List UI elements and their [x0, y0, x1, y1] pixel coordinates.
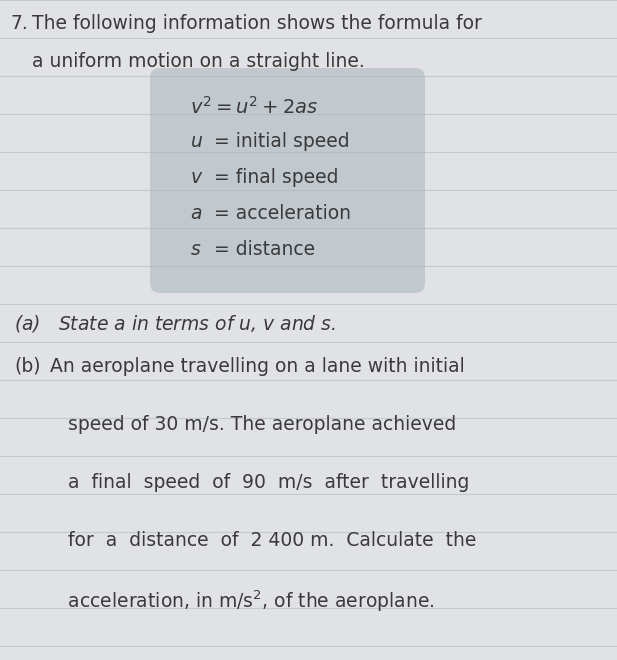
Text: The following information shows the formula for: The following information shows the form… — [32, 14, 482, 33]
Text: 7.: 7. — [10, 14, 28, 33]
Text: acceleration, in m/s$^2$, of the aeroplane.: acceleration, in m/s$^2$, of the aeropla… — [50, 589, 434, 614]
Text: speed of 30 m/s. The aeroplane achieved: speed of 30 m/s. The aeroplane achieved — [50, 415, 456, 434]
Text: a uniform motion on a straight line.: a uniform motion on a straight line. — [32, 52, 365, 71]
Text: $u$: $u$ — [190, 132, 203, 151]
Text: (b): (b) — [14, 357, 41, 376]
Text: = distance: = distance — [208, 240, 315, 259]
FancyBboxPatch shape — [150, 68, 425, 293]
Text: = final speed: = final speed — [208, 168, 339, 187]
Text: = acceleration: = acceleration — [208, 204, 351, 223]
Text: = initial speed: = initial speed — [208, 132, 350, 151]
Text: $a$: $a$ — [190, 204, 202, 223]
Text: (a)   State $a$ in terms of $u$, $v$ and $s$.: (a) State $a$ in terms of $u$, $v$ and $… — [14, 313, 336, 334]
Text: for  a  distance  of  2 400 m.  Calculate  the: for a distance of 2 400 m. Calculate the — [50, 531, 476, 550]
Text: $v$: $v$ — [190, 168, 204, 187]
Text: a  final  speed  of  90  m/s  after  travelling: a final speed of 90 m/s after travelling — [50, 473, 470, 492]
Text: An aeroplane travelling on a lane with initial: An aeroplane travelling on a lane with i… — [32, 357, 465, 376]
Text: $v^2 = u^2 + 2as$: $v^2 = u^2 + 2as$ — [190, 96, 318, 118]
Text: $s$: $s$ — [190, 240, 201, 259]
